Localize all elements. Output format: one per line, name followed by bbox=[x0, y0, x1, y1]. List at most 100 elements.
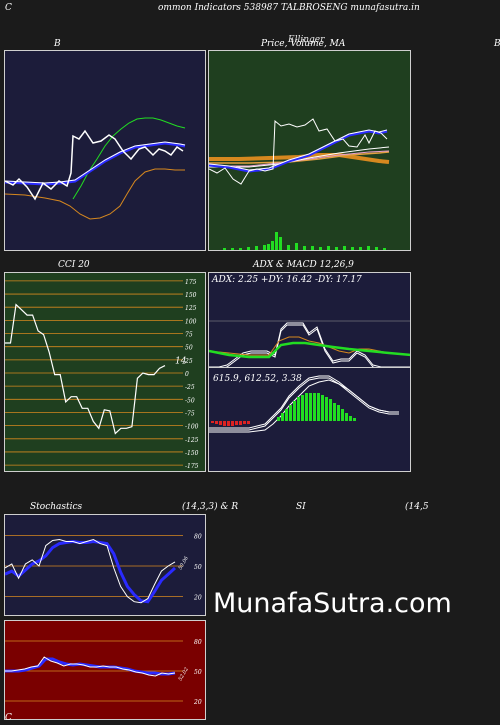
r-panel: 80 50 20 52.02 bbox=[4, 620, 206, 720]
adx-panel bbox=[208, 272, 411, 368]
osc-tick-label: 20 bbox=[193, 595, 202, 602]
bollinger-chart bbox=[5, 117, 186, 220]
volume-bar bbox=[279, 237, 282, 250]
cci-tick-label: -125 bbox=[185, 437, 199, 444]
volume-bar bbox=[223, 248, 226, 250]
osc-main-line bbox=[5, 538, 176, 604]
volume-bar bbox=[327, 246, 330, 250]
header-bottom-letter: C bbox=[5, 713, 12, 723]
macd-hist-bar-positive bbox=[313, 393, 316, 421]
volume-bar bbox=[255, 246, 258, 250]
ma-blue-highlight bbox=[209, 129, 388, 171]
cci-tick-label: 25 bbox=[184, 358, 193, 365]
volume-bar bbox=[335, 247, 338, 250]
middle-band-highlight bbox=[5, 141, 186, 184]
bb-title: B bbox=[54, 39, 61, 49]
ma-pink-line bbox=[209, 150, 390, 167]
volume-bar bbox=[303, 246, 306, 250]
macd-hist-bar-positive bbox=[329, 399, 332, 421]
osc-tick-label: 50 bbox=[194, 564, 202, 571]
cci-panel: 175 150 125 100 75 50 25 0 -25 -50 -75 -100 -125 -150… bbox=[4, 272, 206, 472]
osc-tick-label: 80 bbox=[194, 533, 202, 540]
cci-tick-label: 0 bbox=[185, 371, 189, 378]
volume-bar bbox=[375, 247, 378, 250]
price-title: Price, Volume, MA bbox=[261, 39, 346, 49]
volume-bar bbox=[359, 247, 362, 250]
osc-tick-label: 80 bbox=[194, 639, 202, 646]
cci-tick-label: 175 bbox=[185, 279, 197, 286]
macd-hist-bar-negative bbox=[243, 421, 246, 424]
volume-bar bbox=[271, 241, 274, 250]
macd-hist-bar-positive bbox=[309, 393, 312, 421]
ma-mid-line bbox=[209, 151, 390, 164]
cci-tick-label: 125 bbox=[185, 305, 197, 312]
right-edge-letter: B bbox=[494, 39, 500, 49]
cci-tick-label: 150 bbox=[185, 292, 197, 299]
stoch-params: (14,3,3) & R bbox=[182, 502, 239, 512]
macd-hist-bar-negative bbox=[223, 421, 226, 426]
adx-chart bbox=[209, 320, 410, 367]
macd-hist-bar-positive bbox=[349, 416, 352, 421]
lower-band-line bbox=[5, 168, 185, 220]
volume-bar bbox=[231, 248, 234, 250]
macd-hist-bar-positive bbox=[281, 413, 284, 421]
cci-chart: 175 150 125 100 75 50 25 0 -25 -50 -75 -100 -125 -150… bbox=[5, 279, 199, 470]
volume-bar bbox=[295, 243, 298, 250]
cci-last-value: 14 bbox=[175, 357, 187, 367]
rsi-params: (14,5 bbox=[405, 502, 429, 512]
macd-hist-bar-positive bbox=[341, 409, 344, 421]
macd-hist-bar-positive bbox=[317, 393, 320, 421]
ma-white-line bbox=[209, 146, 390, 168]
macd-hist-bar-positive bbox=[293, 401, 296, 421]
bb-price-line bbox=[5, 129, 184, 201]
price-chart bbox=[209, 118, 390, 250]
osc-signal-line bbox=[5, 539, 177, 604]
macd-line bbox=[209, 377, 399, 431]
volume-bars bbox=[223, 232, 386, 250]
ma-long-line bbox=[209, 153, 390, 164]
macd-inner-line bbox=[209, 375, 399, 429]
macd-hist-bar-positive bbox=[345, 413, 348, 421]
price-title-overlay: Ellinger bbox=[288, 35, 325, 45]
minus-di-line bbox=[209, 322, 410, 367]
volume-bar bbox=[263, 245, 266, 250]
volume-bar bbox=[239, 248, 242, 250]
macd-chart bbox=[209, 375, 399, 433]
stoch-title: Stochastics bbox=[30, 502, 83, 512]
cci-tick-label: 50 bbox=[185, 345, 193, 352]
macd-hist-bar-negative bbox=[235, 421, 238, 425]
ma-blue-line bbox=[209, 129, 388, 173]
macd-hist-bar-positive bbox=[301, 395, 304, 421]
plus-di-line bbox=[224, 324, 376, 367]
macd-hist-bar-negative bbox=[211, 421, 214, 423]
cci-tick-label: -150 bbox=[185, 450, 199, 457]
cci-tick-label: -25 bbox=[185, 384, 195, 391]
adx-values: ADX: 2.25 +DY: 16.42 -DY: 17.17 bbox=[212, 275, 362, 285]
cci-tick-label: 75 bbox=[185, 332, 193, 339]
macd-hist-bar-negative bbox=[219, 421, 222, 425]
adx-green-line bbox=[209, 341, 410, 359]
price-line bbox=[209, 118, 388, 185]
cci-tick-label: 100 bbox=[185, 318, 197, 325]
watermark: MunafaSutra.com bbox=[213, 588, 452, 619]
upper-band-line bbox=[72, 117, 186, 200]
volume-bar bbox=[311, 246, 314, 250]
macd-hist-bar-negative bbox=[231, 421, 234, 426]
volume-bar bbox=[367, 246, 370, 250]
osc-last-value: 50.06 bbox=[178, 555, 191, 571]
macd-hist-bar-positive bbox=[297, 397, 300, 421]
header-left-letter: C bbox=[5, 3, 12, 13]
macd-hist-bar-negative bbox=[247, 421, 250, 424]
volume-bar bbox=[343, 246, 346, 250]
macd-hist-bar-negative bbox=[215, 421, 218, 424]
macd-panel bbox=[208, 367, 411, 472]
price-panel bbox=[208, 50, 411, 251]
volume-bar bbox=[275, 232, 278, 250]
macd-hist-bar-positive bbox=[333, 403, 336, 421]
adx-orange-line bbox=[209, 336, 410, 356]
page-title: ommon Indicators 538987 TALBROSENG munaf… bbox=[158, 3, 420, 13]
stoch-chart: 80 50 20 50.06 bbox=[5, 533, 202, 604]
macd-hist-bar-positive bbox=[325, 397, 328, 421]
volume-bar bbox=[351, 247, 354, 250]
volume-bar bbox=[319, 247, 322, 250]
